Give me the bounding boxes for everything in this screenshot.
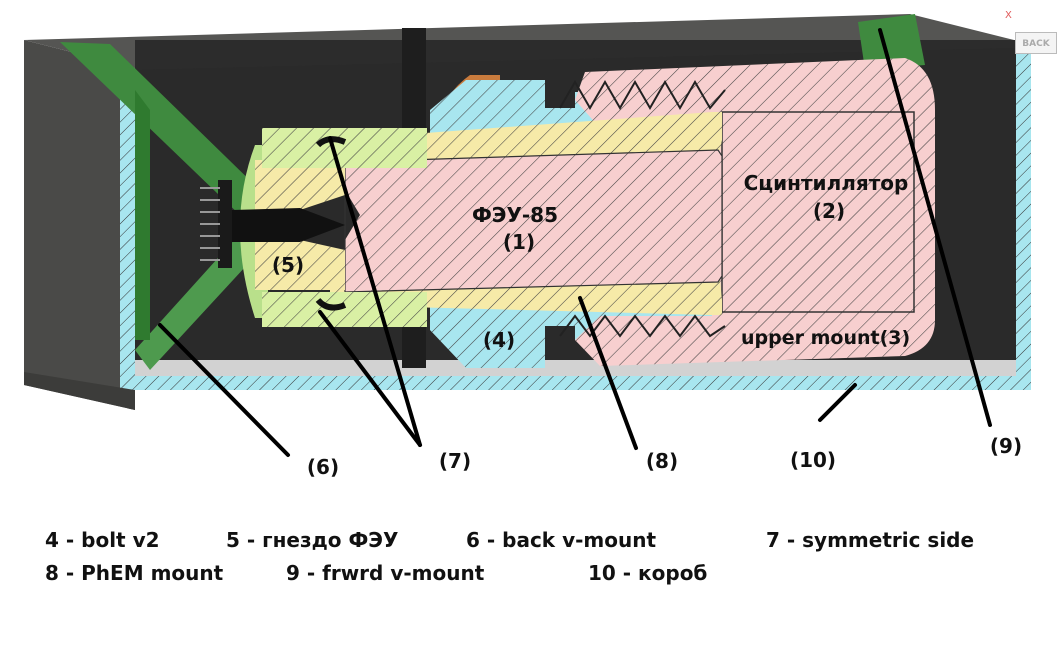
- viewcube-back-face[interactable]: BACK: [1015, 32, 1057, 54]
- label-socket-num: (5): [272, 253, 304, 277]
- legend-item-6: 6 - back v-mount: [466, 528, 657, 552]
- legend-item-7: 7 - symmetric side: [766, 528, 975, 552]
- leader-lines: [158, 28, 992, 457]
- callout-9: (9): [990, 434, 1022, 458]
- legend-item-4: 4 - bolt v2: [45, 528, 160, 552]
- label-upper-mount: upper mount(3): [741, 327, 910, 349]
- symmetric-side: [262, 128, 427, 327]
- callout-10: (10): [790, 448, 836, 472]
- callout-6: (6): [307, 455, 339, 479]
- legend-item-5: 5 - гнездо ФЭУ: [226, 528, 399, 552]
- phem-mount: [330, 112, 722, 315]
- pmt-feu-85: [344, 149, 723, 293]
- label-scintillator-num: (2): [813, 199, 845, 223]
- box-floor: [120, 376, 1031, 390]
- legend-item-8: 8 - PhEM mount: [45, 561, 224, 585]
- label-scintillator: Сцинтиллятор: [744, 171, 909, 195]
- box-wall-right: [1016, 44, 1031, 390]
- legend-item-9: 9 - frwrd v-mount: [286, 561, 485, 585]
- connector-pins: [200, 180, 232, 268]
- bolt-v2: [430, 80, 712, 368]
- scintillator: [721, 111, 915, 313]
- legend-item-10: 10 - короб: [588, 561, 708, 585]
- viewcube-axis-label: X: [1005, 10, 1012, 21]
- frwrd-v-mount: [858, 14, 925, 70]
- label-pmt-num: (1): [503, 230, 535, 254]
- callout-7: (7): [439, 449, 471, 473]
- label-pmt: ФЭУ-85: [472, 203, 558, 227]
- label-bolt-num: (4): [483, 328, 515, 352]
- pmt-socket: [232, 160, 345, 290]
- callout-8: (8): [646, 449, 678, 473]
- box-wall-left: [120, 68, 135, 390]
